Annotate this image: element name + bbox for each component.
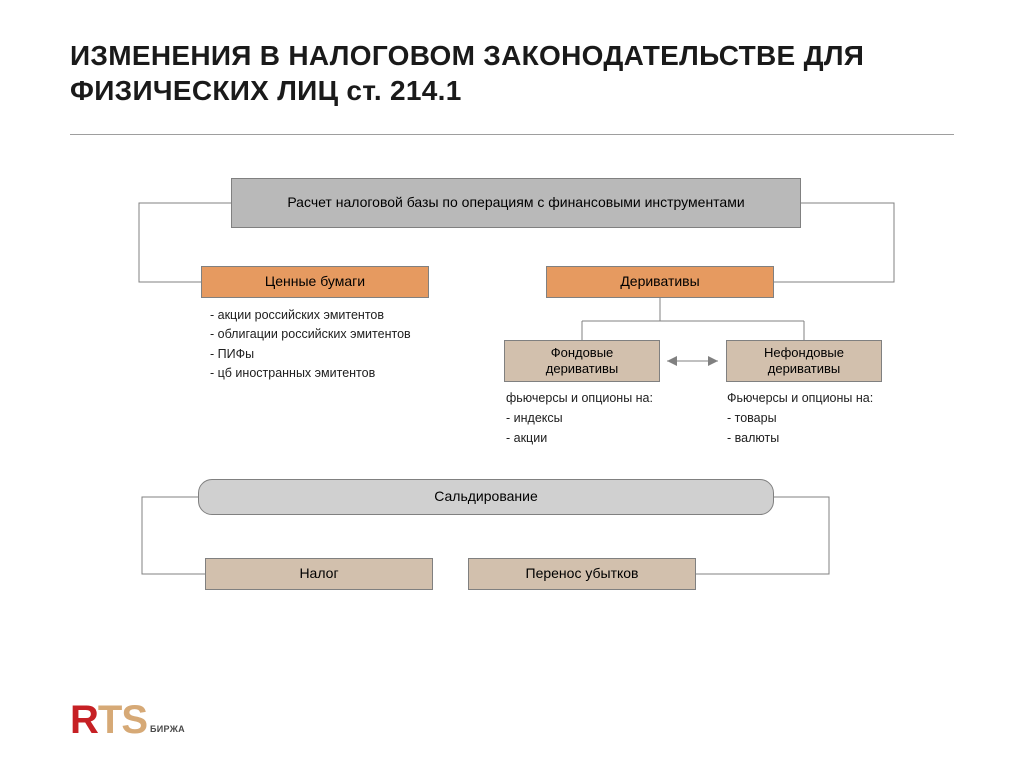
box-securities: Ценные бумаги	[201, 266, 429, 298]
slide-title: ИЗМЕНЕНИЯ В НАЛОГОВОМ ЗАКОНОДАТЕЛЬСТВЕ Д…	[70, 38, 954, 108]
box-tax: Налог	[205, 558, 433, 590]
rts-logo: RTS БИРЖА	[70, 696, 185, 740]
list-stock-derivatives: фьючерсы и опционы на:- индексы- акции	[506, 389, 653, 448]
list-nonstock-derivatives: Фьючерсы и опционы на:- товары- валюты	[727, 389, 873, 448]
logo-subtext: БИРЖА	[150, 724, 185, 734]
title-divider	[70, 134, 954, 135]
list-securities: - акции российских эмитентов- облигации …	[210, 306, 411, 384]
box-stock-derivatives: Фондовые деривативы	[504, 340, 660, 382]
box-derivatives: Деривативы	[546, 266, 774, 298]
diagram-canvas: Расчет налоговой базы по операциям с фин…	[70, 143, 954, 663]
box-nonstock-derivatives: Нефондовые деривативы	[726, 340, 882, 382]
box-netting: Сальдирование	[198, 479, 774, 515]
logo-letters-ts: TS	[98, 698, 147, 742]
logo-letter-r: R	[70, 698, 98, 742]
box-loss-carryforward: Перенос убытков	[468, 558, 696, 590]
box-tax-base-root: Расчет налоговой базы по операциям с фин…	[231, 178, 801, 228]
